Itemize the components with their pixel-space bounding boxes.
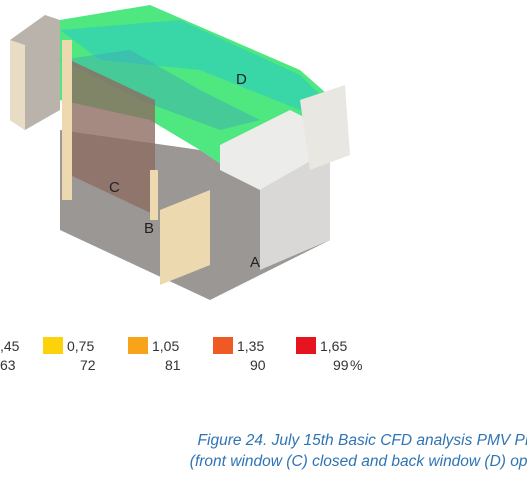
legend-pmv: 1,35 [237,338,264,354]
legend-swatch [43,337,63,354]
legend-ppd: 81 [165,357,181,373]
legend-unit: % [350,357,362,373]
legend-ppd: 63 [0,357,16,373]
label: B [144,220,154,237]
legend-swatch [213,337,233,354]
wall [10,40,25,130]
label: D [236,71,247,88]
legend-pmv: ,45 [0,338,20,354]
legend-ppd: 90 [250,357,266,373]
legend-swatch [128,337,148,354]
caption: Figure 24. July 15th Basic CFD analysis … [198,432,527,449]
label: C [109,179,120,196]
legend: ,45 63 0,75 72 1,05 81 1,35 90 1,65 99% [0,337,362,373]
window-frame [62,40,72,200]
legend-swatch [296,337,316,354]
page: {"figure": {"labels": ["D", "C", "B", "A… [0,0,527,499]
label: A [250,254,260,271]
legend-ppd: 99 [333,357,349,373]
legend-pmv: 1,65 [320,338,347,354]
legend-pmv: 0,75 [67,338,94,354]
legend-ppd: 72 [80,357,96,373]
window-frame [150,170,158,220]
figure: D C B A ,45 63 0,75 72 1,05 81 1,35 90 1,65 99% F… [0,0,527,499]
legend-pmv: 1,05 [152,338,179,354]
caption: (front window (C) closed and back window… [190,453,527,470]
cfd-render: D C B A [10,5,350,300]
